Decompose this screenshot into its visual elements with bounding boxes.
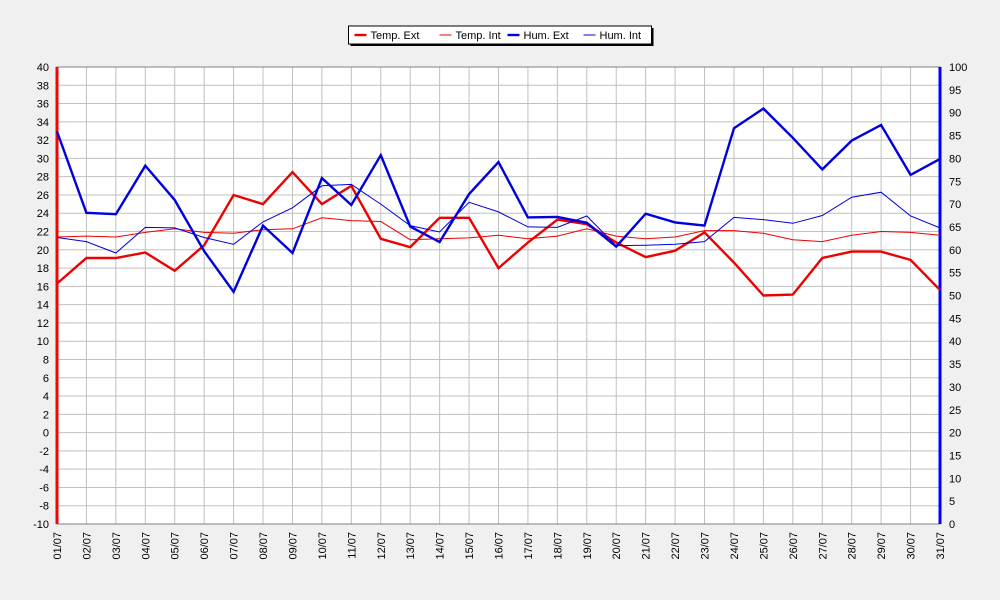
legend-label-temp-int: Temp. Int [456,30,501,42]
x-tick-label: 21/07 [641,532,653,560]
left-tick-label: 6 [43,373,49,385]
x-tick-label: 11/07 [346,532,358,559]
right-tick-label: 60 [949,245,961,257]
right-tick-label: 95 [949,85,961,97]
right-tick-label: 15 [949,450,961,462]
left-tick-label: 0 [43,428,49,440]
series-line-hum-ext [55,107,941,295]
legend-label-hum-int: Hum. Int [600,30,642,42]
x-tick-label: 05/07 [170,532,182,560]
right-tick-label: 20 [949,428,961,440]
x-tick-label: 08/07 [258,532,270,560]
x-tick-label: 09/07 [287,532,299,560]
left-tick-label: 10 [37,336,49,348]
left-tick-label: 16 [37,281,49,293]
x-tick-label: 17/07 [523,532,535,560]
x-tick-label: 01/07 [52,532,64,560]
right-tick-label: 50 [949,291,961,303]
left-tick-label: 38 [37,80,49,92]
right-tick-label: 35 [949,359,961,371]
x-tick-label: 31/07 [935,532,947,560]
legend-box [348,25,652,45]
x-tick-label: 03/07 [111,532,123,560]
right-tick-label: 100 [949,62,967,74]
left-tick-label: 2 [43,409,49,421]
x-tick-label: 02/07 [81,532,93,560]
right-tick-label: 30 [949,382,961,394]
left-tick-label: -10 [33,519,49,531]
left-tick-label: -2 [39,446,49,458]
right-tick-label: 80 [949,153,961,165]
right-tick-label: 0 [949,519,955,531]
left-tick-label: 30 [37,153,49,165]
left-tick-label: -4 [39,464,49,476]
axes: -10-8-6-4-202468101214161820222426283032… [33,62,967,560]
series-line-temp-int [56,217,941,243]
x-tick-label: 15/07 [464,532,476,560]
x-tick-label: 22/07 [670,532,682,560]
x-tick-label: 18/07 [552,532,564,560]
x-tick-label: 14/07 [435,532,447,560]
left-tick-label: 8 [43,354,49,366]
x-tick-label: 24/07 [729,532,741,560]
right-tick-label: 10 [949,473,961,485]
grid-lines [56,66,941,525]
left-tick-label: 14 [37,300,49,312]
left-tick-label: 20 [37,245,49,257]
left-tick-label: -6 [39,482,49,494]
left-tick-label: 12 [37,318,49,330]
x-tick-label: 29/07 [876,532,888,560]
x-tick-label: 28/07 [847,532,859,560]
left-tick-label: 24 [37,208,49,220]
x-tick-label: 13/07 [405,532,417,560]
right-tick-label: 5 [949,496,955,508]
series-line-temp-ext [56,170,941,297]
x-tick-label: 16/07 [494,532,506,560]
left-tick-label: 40 [37,62,49,74]
left-tick-label: 34 [37,117,49,129]
right-tick-label: 55 [949,268,961,280]
left-tick-label: -8 [39,501,49,513]
left-tick-label: 28 [37,172,49,184]
left-tick-label: 36 [37,99,49,111]
x-tick-label: 25/07 [758,532,770,560]
x-tick-label: 23/07 [700,532,712,560]
x-tick-label: 20/07 [611,532,623,560]
legend: Temp. Ext Temp. Int Hum. Ext Hum. Int [348,25,654,46]
right-tick-label: 45 [949,313,961,325]
x-tick-label: 07/07 [229,532,241,560]
series-line-hum-int [56,183,941,254]
x-tick-label: 04/07 [140,532,152,560]
x-tick-label: 26/07 [788,532,800,560]
x-tick-label: 06/07 [199,532,211,560]
legend-label-hum-ext: Hum. Ext [524,30,569,42]
series-layer [55,107,941,297]
left-tick-label: 18 [37,263,49,275]
right-tick-label: 90 [949,108,961,120]
x-tick-label: 12/07 [376,532,388,560]
x-tick-label: 27/07 [817,532,829,560]
x-tick-label: 19/07 [582,532,594,560]
x-tick-label: 10/07 [317,532,329,560]
left-tick-label: 26 [37,190,49,202]
right-tick-label: 75 [949,176,961,188]
left-tick-label: 22 [37,227,49,239]
right-tick-label: 85 [949,131,961,143]
right-tick-label: 70 [949,199,961,211]
right-tick-label: 25 [949,405,961,417]
legend-label-temp-ext: Temp. Ext [371,30,420,42]
right-tick-label: 40 [949,336,961,348]
x-tick-label: 30/07 [906,532,918,560]
left-tick-label: 32 [37,135,49,147]
left-tick-label: 4 [43,391,49,403]
right-tick-label: 65 [949,222,961,234]
